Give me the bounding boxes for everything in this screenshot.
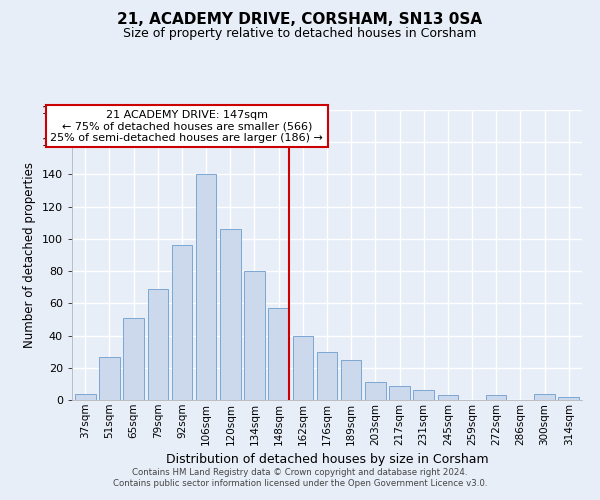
Bar bbox=[341, 360, 361, 400]
Bar bbox=[534, 394, 555, 400]
Text: 21, ACADEMY DRIVE, CORSHAM, SN13 0SA: 21, ACADEMY DRIVE, CORSHAM, SN13 0SA bbox=[118, 12, 482, 28]
Bar bbox=[413, 390, 434, 400]
Bar bbox=[365, 382, 386, 400]
Bar bbox=[124, 318, 144, 400]
Bar bbox=[317, 352, 337, 400]
Bar bbox=[437, 395, 458, 400]
Bar bbox=[148, 289, 168, 400]
Bar bbox=[389, 386, 410, 400]
Bar bbox=[244, 271, 265, 400]
Bar bbox=[75, 394, 95, 400]
Bar bbox=[268, 308, 289, 400]
Bar bbox=[486, 395, 506, 400]
Bar bbox=[559, 397, 579, 400]
Bar bbox=[293, 336, 313, 400]
Text: Contains HM Land Registry data © Crown copyright and database right 2024.
Contai: Contains HM Land Registry data © Crown c… bbox=[113, 468, 487, 487]
Text: 21 ACADEMY DRIVE: 147sqm
← 75% of detached houses are smaller (566)
25% of semi-: 21 ACADEMY DRIVE: 147sqm ← 75% of detach… bbox=[50, 110, 323, 142]
Bar bbox=[172, 246, 192, 400]
Bar bbox=[220, 229, 241, 400]
Bar bbox=[196, 174, 217, 400]
Text: Size of property relative to detached houses in Corsham: Size of property relative to detached ho… bbox=[124, 28, 476, 40]
Bar bbox=[99, 356, 120, 400]
X-axis label: Distribution of detached houses by size in Corsham: Distribution of detached houses by size … bbox=[166, 453, 488, 466]
Y-axis label: Number of detached properties: Number of detached properties bbox=[23, 162, 36, 348]
